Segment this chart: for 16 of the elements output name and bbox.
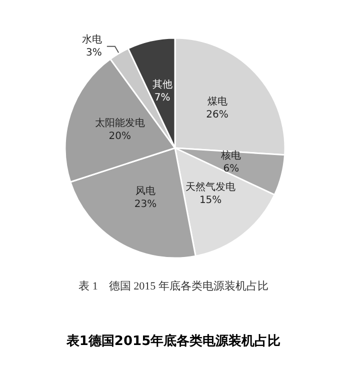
data-label: 6%: [223, 163, 240, 174]
slice-label: 天然气发电: [186, 180, 236, 193]
slice-label: 风电: [135, 184, 156, 197]
data-label: 26%: [206, 109, 228, 120]
data-label: 15%: [199, 194, 222, 206]
data-label: 20%: [108, 131, 131, 142]
data-label: 23%: [134, 198, 157, 210]
text: 表1德国2015年底各类电源装机占比: [65, 333, 281, 349]
slice-label: 其他: [152, 78, 172, 90]
text: 表 1 德国 2015 年底各类电源装机占比: [78, 280, 268, 292]
data-label: 3%: [86, 47, 102, 58]
slice-label: 核电: [220, 149, 242, 162]
slice-label: 太阳能发电: [94, 117, 145, 130]
slice-label: 水电: [82, 33, 102, 46]
slice-label: 煤电: [207, 95, 228, 108]
data-label: 7%: [154, 92, 170, 104]
